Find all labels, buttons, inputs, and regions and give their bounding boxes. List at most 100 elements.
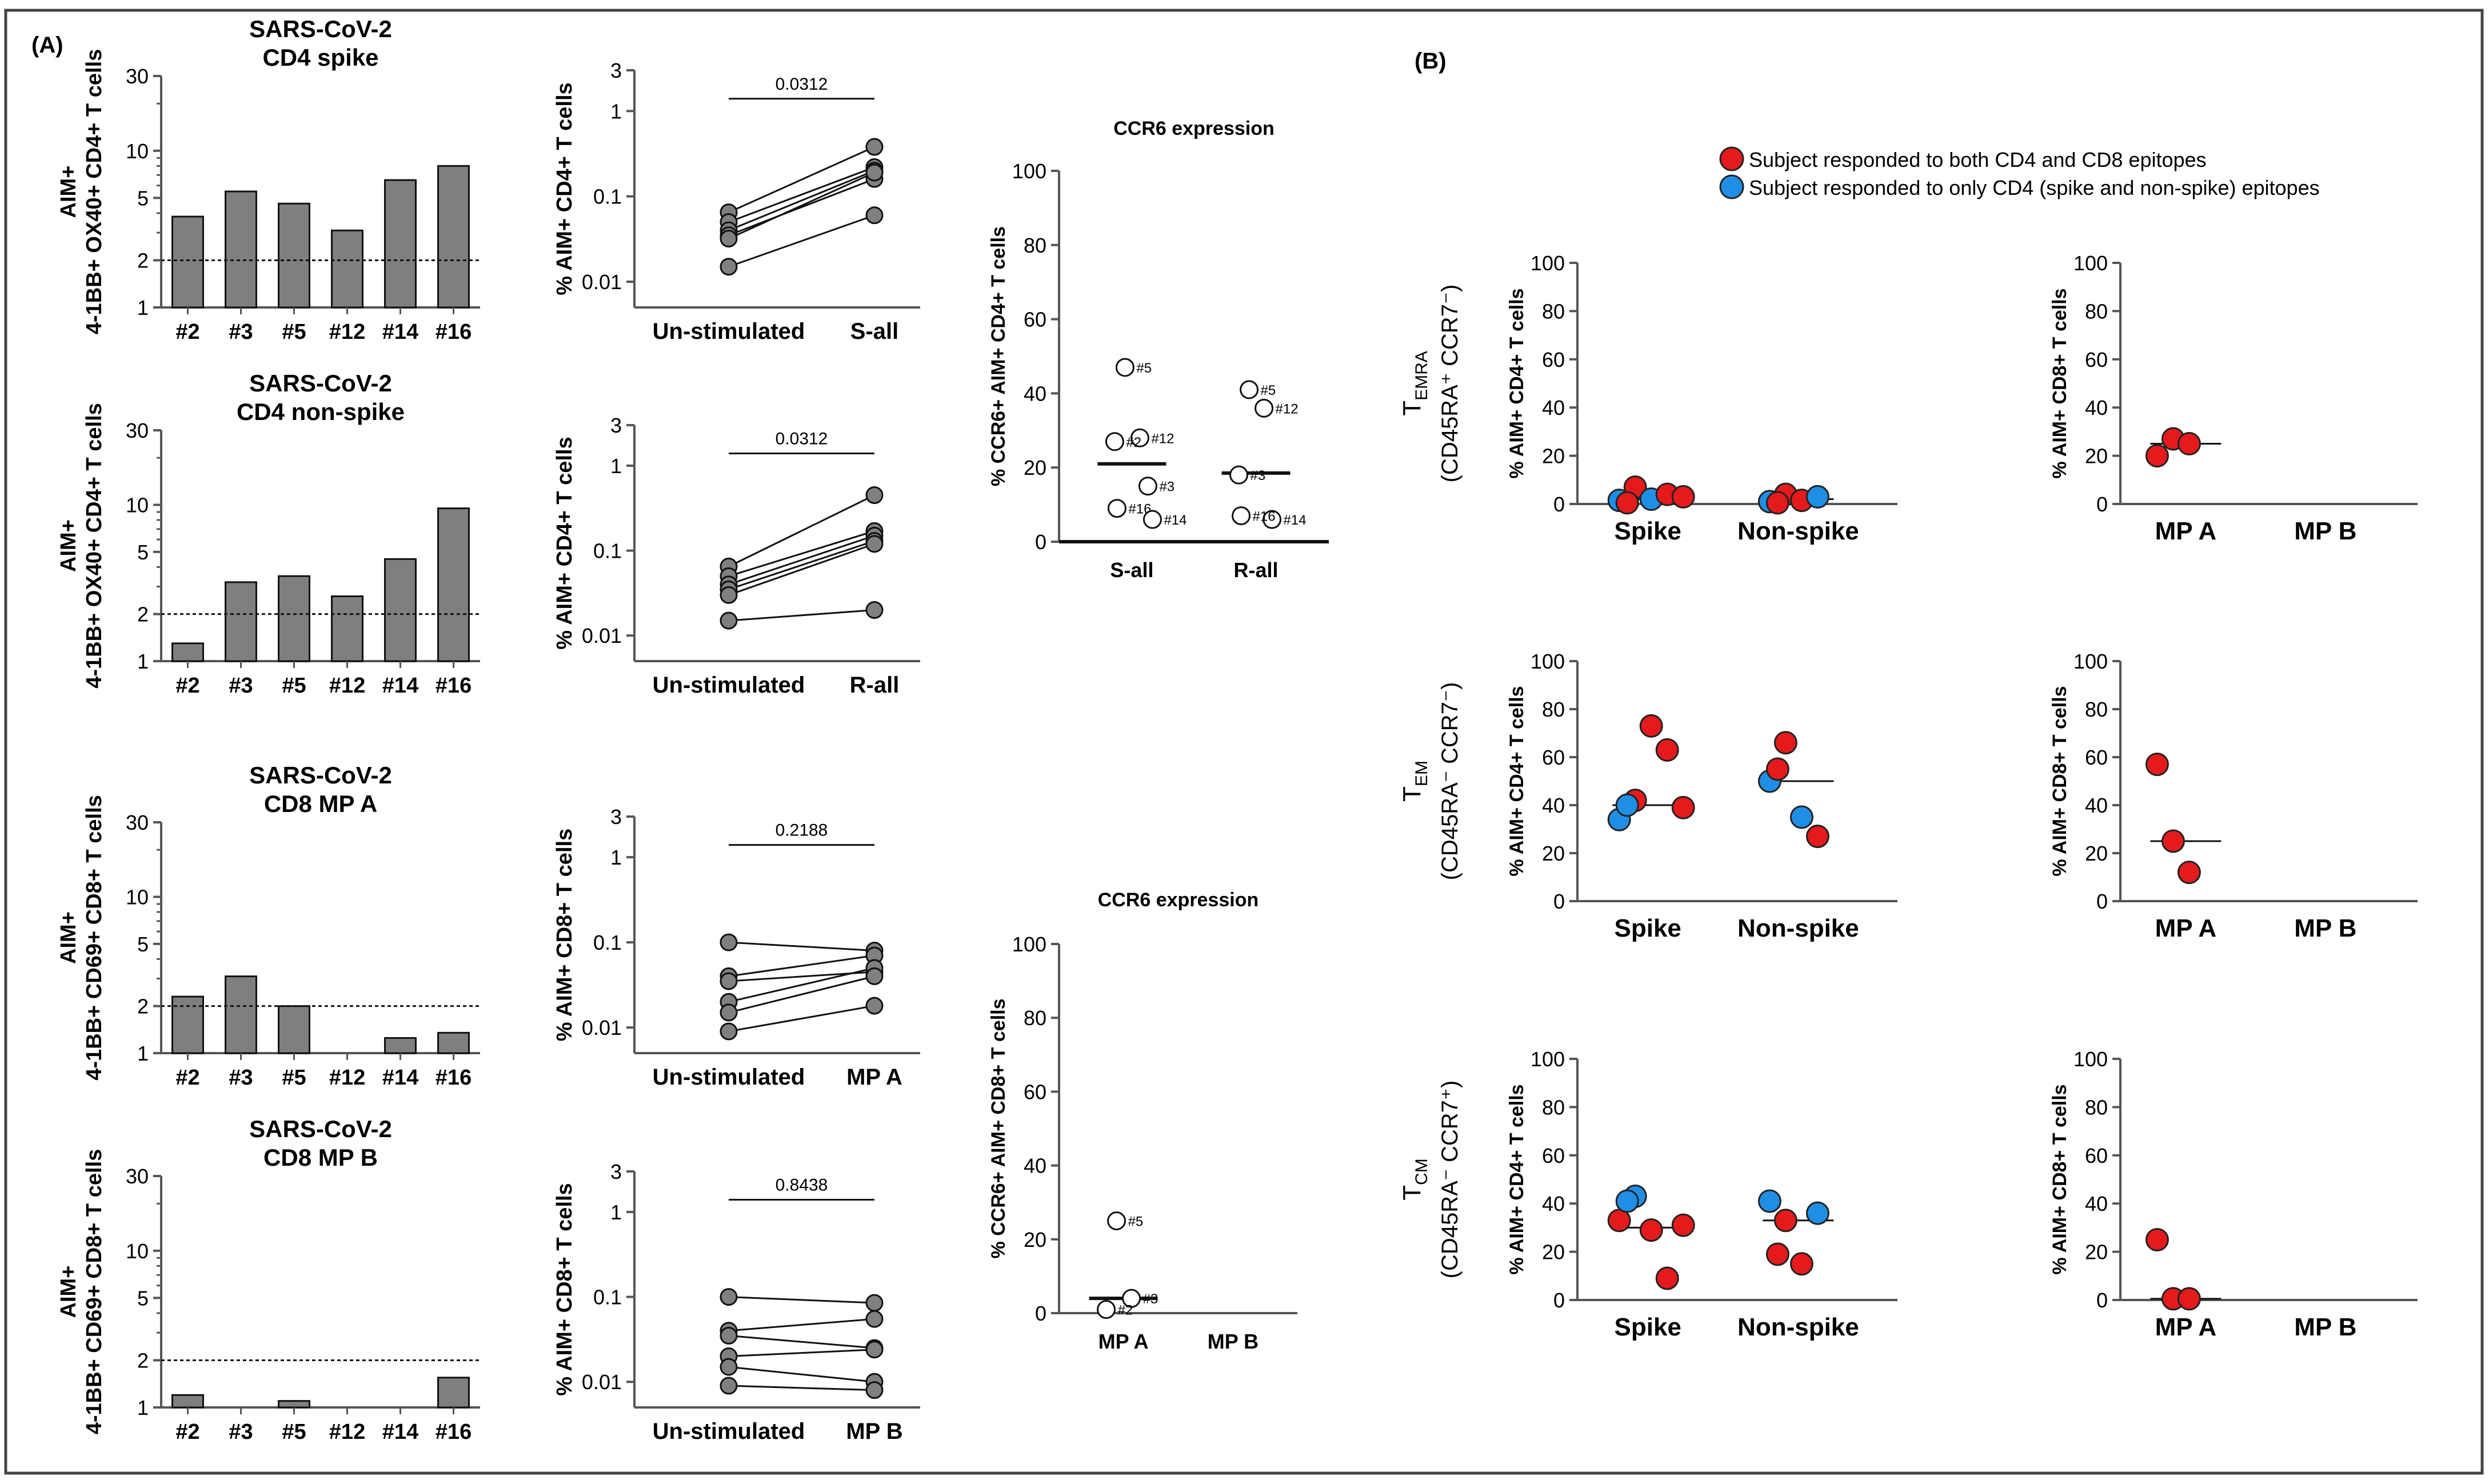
x-tick-label: #2	[175, 320, 199, 344]
y-tick-label: 80	[1542, 1095, 1565, 1119]
legend: Subject responded to both CD4 and CD8 ep…	[1719, 146, 2320, 199]
data-point	[1805, 825, 1829, 849]
chart-tem_cd4: 0 20 40 60 80 100% AIM+ CD4+ T cells TEM (CD45R…	[1398, 650, 1897, 942]
x-tick-label: #5	[282, 674, 306, 698]
p-value: 0.0312	[776, 430, 828, 449]
y-axis-label: % CCR6+ AIM+ CD8+ T cells	[988, 998, 1009, 1258]
data-point	[1240, 380, 1259, 399]
x-tick-label: #14	[382, 674, 418, 698]
x-tick-label: R-all	[850, 673, 900, 698]
data-point	[865, 997, 884, 1015]
figure-border	[4, 9, 2484, 1475]
y-tick-label: 60	[2085, 348, 2108, 371]
x-tick-label: MP B	[2294, 517, 2356, 545]
y-tick-label: 3	[610, 1160, 622, 1183]
x-tick-label: MP B	[2294, 914, 2356, 942]
bar	[278, 202, 310, 309]
x-tick-label: #12	[329, 1420, 365, 1444]
data-point	[1639, 1218, 1663, 1242]
data-point	[1671, 795, 1695, 819]
y-tick-label: 0.01	[582, 1016, 622, 1039]
y-tick-label: 100	[1531, 650, 1565, 673]
x-tick-label: #3	[229, 1066, 253, 1090]
y-tick-label: 0.1	[593, 185, 622, 209]
data-point	[1105, 432, 1124, 451]
x-tick-label: #16	[436, 1420, 472, 1444]
data-point	[1789, 1252, 1813, 1276]
x-tick-label: #5	[282, 320, 306, 344]
data-point	[1655, 1266, 1679, 1290]
y-tick-label: 0.01	[582, 270, 622, 294]
point-label: #14	[1164, 513, 1186, 528]
row-label-paren: (CD45RA⁻ CCR7⁺)	[1437, 1081, 1463, 1279]
x-tick-label: MP A	[846, 1065, 902, 1090]
y-axis-label: % AIM+ CD4+ T cells	[553, 437, 577, 649]
y-tick-label: 20	[2085, 842, 2108, 865]
y-tick-label: 20	[1542, 842, 1565, 865]
data-point	[1773, 1209, 1797, 1233]
y-tick-label: 1	[610, 846, 622, 869]
point-label: #3	[1159, 479, 1174, 495]
y-tick-label: 0.01	[582, 624, 622, 647]
y-axis-label: 4-1BB+ CD69+ CD8+ T cells	[82, 1149, 106, 1435]
y-axis-label: % AIM+ CD4+ T cells	[1506, 1084, 1528, 1274]
x-tick-label: #16	[436, 320, 472, 344]
data-point	[1615, 793, 1639, 817]
x-tick-label: MP B	[1208, 1330, 1259, 1353]
bar	[437, 1377, 470, 1409]
data-point	[865, 206, 884, 225]
y-axis-label: AIM+	[57, 519, 81, 572]
data-point	[1805, 1201, 1829, 1225]
series-line	[728, 178, 875, 237]
x-tick-label: S-all	[850, 319, 898, 344]
x-tick-label: Un-stimulated	[653, 673, 805, 698]
y-tick-label: 5	[137, 933, 149, 956]
bar	[384, 1037, 417, 1054]
legend-marker-cd4-only	[1719, 174, 1744, 199]
data-point	[1097, 1300, 1116, 1319]
y-tick-label: 100	[1012, 933, 1046, 956]
series-line	[728, 534, 875, 586]
data-point	[1232, 506, 1251, 526]
x-tick-label: #14	[382, 320, 418, 344]
x-tick-label: #5	[282, 1066, 306, 1090]
series-line	[728, 494, 875, 567]
x-tick-label: #16	[436, 674, 472, 698]
row-label-sub: CM	[1412, 1158, 1431, 1185]
data-point	[1765, 1242, 1789, 1266]
data-point	[1107, 499, 1126, 518]
legend-label-cd4-only: Subject responded to only CD4 (spike and…	[1749, 176, 2320, 199]
series-line	[728, 1005, 875, 1033]
y-tick-label: 1	[137, 1042, 149, 1065]
y-tick-label: 100	[2073, 1047, 2108, 1071]
series-line	[728, 1296, 875, 1304]
data-point	[2177, 432, 2201, 455]
x-tick-label: MP A	[2155, 517, 2217, 545]
x-tick-label: #2	[175, 1420, 199, 1444]
x-tick-label: #12	[329, 320, 365, 344]
y-tick-label: 3	[610, 414, 622, 437]
y-tick-label: 5	[137, 186, 149, 210]
series-line	[728, 166, 875, 223]
y-axis-label: % AIM+ CD8+ T cells	[553, 1183, 577, 1395]
series-line	[728, 609, 875, 622]
y-axis-label: % CCR6+ AIM+ CD4+ T cells	[988, 226, 1009, 486]
bar	[437, 165, 470, 309]
bar	[331, 595, 363, 662]
point-label: #2	[1126, 435, 1141, 450]
series-line	[728, 530, 875, 577]
bar	[278, 1400, 310, 1409]
y-tick-label: 1	[610, 99, 622, 123]
point-label: #2	[1118, 1303, 1133, 1318]
data-point	[1773, 731, 1797, 755]
data-point	[720, 611, 738, 630]
x-tick-label: Non-spike	[1737, 1313, 1859, 1341]
y-tick-label: 0	[1553, 890, 1565, 913]
data-point	[1142, 510, 1162, 529]
point-label: #14	[1284, 513, 1307, 528]
y-tick-label: 0	[1035, 1302, 1046, 1325]
